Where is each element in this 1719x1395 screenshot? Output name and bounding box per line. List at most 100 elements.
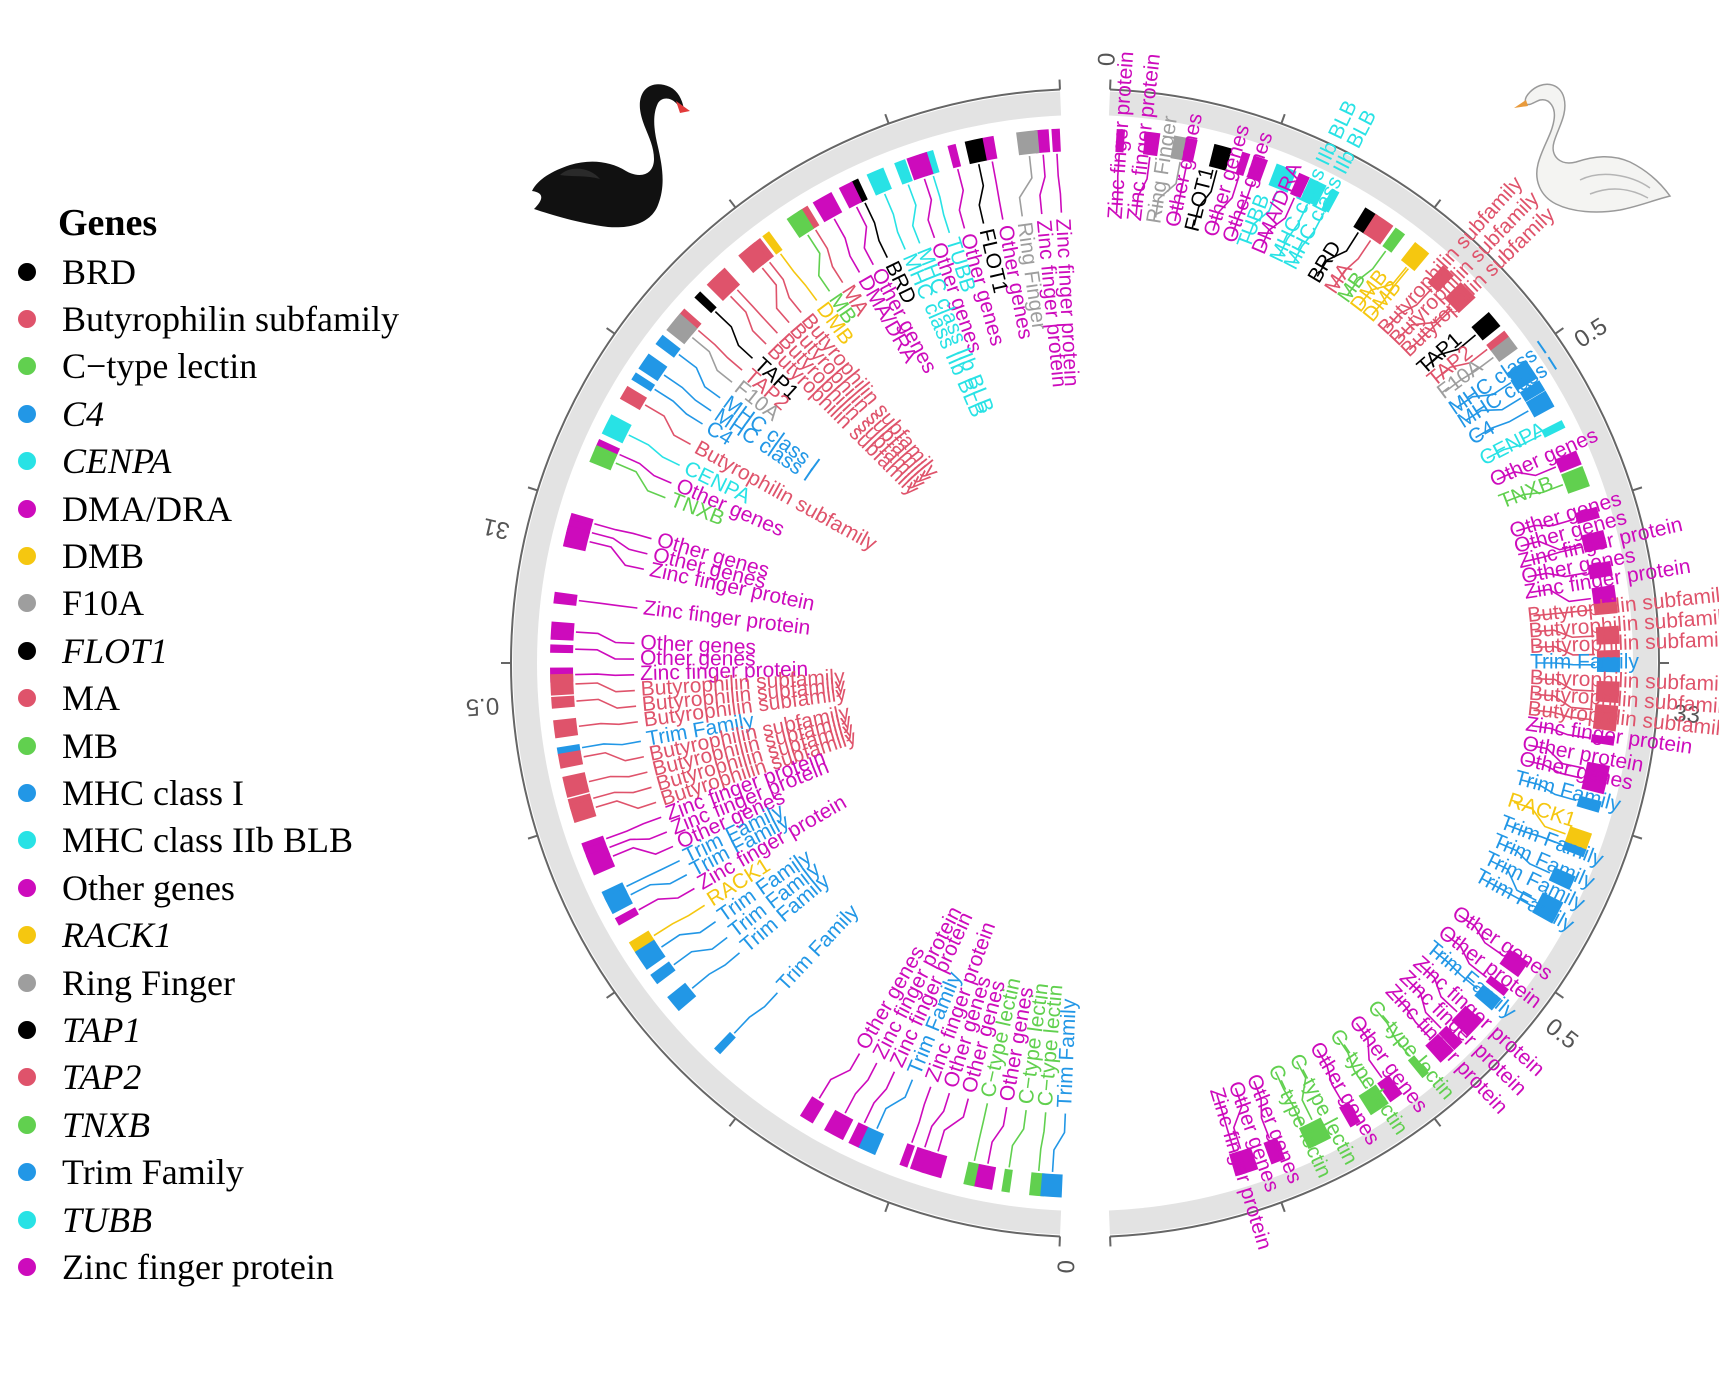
gene-block (1486, 330, 1510, 352)
axis-tick-label: 31 (480, 512, 512, 544)
label-connector (1533, 609, 1593, 617)
gene-block (1115, 128, 1126, 153)
legend-swatch (18, 783, 36, 802)
legend-swatch (18, 973, 36, 992)
label-connector (932, 175, 951, 234)
gene-block (823, 1109, 854, 1141)
label-connector (1498, 842, 1551, 874)
legend-label: C4 (62, 393, 105, 434)
legend-rows: BRD Butyrophilin subfamily C−type lectin C4… (12, 248, 399, 1291)
legend-swatch (18, 547, 36, 566)
legend-label: MA (62, 678, 121, 719)
gene-block (963, 1161, 980, 1187)
label-connector (1456, 381, 1512, 409)
gene-block (1471, 312, 1501, 341)
legend-item: Ring Finger (12, 959, 399, 1006)
gene-block (964, 137, 987, 165)
label-connector (1346, 250, 1387, 297)
legend-swatch (18, 1020, 36, 1039)
gene-block (762, 231, 783, 255)
legend-label: Trim Family (62, 1152, 244, 1193)
label-connector (1135, 157, 1151, 215)
axis-tick (1433, 1117, 1442, 1127)
label-connector (1535, 645, 1595, 656)
label-connector (864, 202, 889, 258)
gene-block (838, 181, 863, 209)
label-connector (1525, 759, 1583, 779)
gene-block (1525, 390, 1555, 418)
gene-block (799, 1096, 825, 1124)
gene-label: Trim Family (1053, 998, 1081, 1108)
axis-tick-label: 0.5 (1540, 1013, 1583, 1055)
legend-item: Other genes (12, 864, 399, 911)
gene-block (1582, 537, 1607, 551)
label-connector (663, 374, 712, 412)
gene-block (1427, 265, 1454, 293)
label-connector (729, 295, 767, 345)
label-connector (1216, 1094, 1235, 1152)
label-connector (697, 329, 743, 371)
gene-block (947, 143, 962, 169)
label-connector (626, 859, 680, 888)
label-connector (833, 218, 861, 273)
gene-block (1562, 841, 1587, 858)
gene-block (1298, 1124, 1317, 1150)
label-connector (673, 936, 728, 966)
legend-item: TAP1 (12, 1006, 399, 1053)
gene-block (1506, 359, 1538, 391)
legend-swatch (18, 926, 36, 945)
legend-swatch (18, 357, 36, 376)
gene-block (631, 372, 656, 392)
label-connector (883, 193, 906, 250)
gene-block (553, 717, 579, 739)
legend-swatch (18, 404, 36, 423)
label-connector (818, 1053, 861, 1099)
legend-swatch (18, 594, 36, 613)
label-connector (1464, 397, 1522, 422)
gene-block (982, 135, 998, 161)
gene-block (1438, 1025, 1463, 1051)
gene-block (1596, 649, 1620, 659)
gene-block (812, 191, 843, 223)
label-connector (581, 740, 641, 749)
gene-block (1263, 1137, 1286, 1165)
gene-block (899, 1143, 915, 1168)
legend-label: DMA/DRA (62, 488, 233, 529)
legend-label: TUBB (62, 1199, 152, 1240)
label-connector (1505, 823, 1562, 846)
legend-item: MB (12, 722, 399, 769)
legend-item: DMB (12, 532, 399, 579)
label-connector (1475, 410, 1529, 439)
label-connector (907, 184, 921, 244)
gene-block (1595, 680, 1620, 704)
legend-swatch (18, 831, 36, 850)
label-connector (654, 388, 703, 425)
label-connector (736, 289, 779, 334)
gene-block (848, 1122, 869, 1148)
gene-block (974, 1163, 997, 1190)
legend-item: DMA/DRA (12, 485, 399, 532)
axis-tick-label: 0.5 (1570, 313, 1613, 354)
legend-swatch (18, 1257, 36, 1276)
axis-tick (1632, 834, 1643, 840)
label-connector (1296, 1060, 1313, 1121)
legend-label: FLOT1 (62, 630, 169, 671)
gene-block (1321, 188, 1340, 213)
gene-block (1016, 130, 1040, 156)
label-connector (1154, 161, 1181, 218)
legend-label: Butyrophilin subfamily (62, 299, 399, 340)
legend-label: DMB (62, 536, 145, 577)
label-connector (768, 261, 802, 314)
label-connector (1018, 155, 1033, 217)
axis-line (1109, 88, 1660, 1238)
gene-block (920, 1150, 948, 1179)
label-connector (1008, 1110, 1027, 1168)
label-connector (991, 161, 1004, 220)
gene-block (650, 961, 676, 985)
label-connector (1245, 190, 1279, 243)
gene-label: Trim Family (1530, 651, 1639, 674)
label-connector (1444, 356, 1494, 393)
label-connector (1520, 540, 1582, 551)
legend-item: BRD (12, 248, 399, 295)
gene-block (694, 291, 717, 314)
